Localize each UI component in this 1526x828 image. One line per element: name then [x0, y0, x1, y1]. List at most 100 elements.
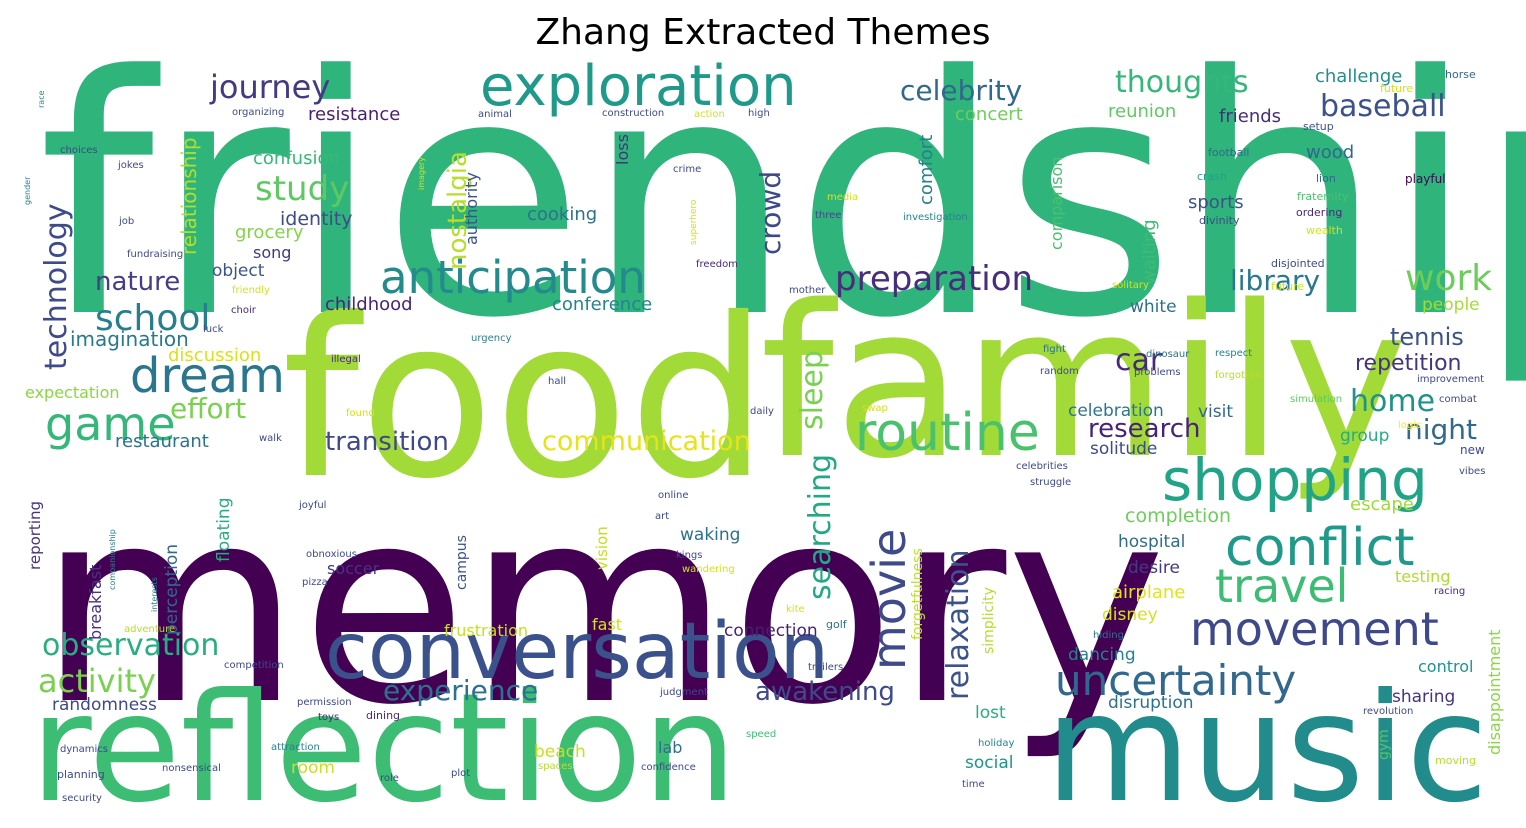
word-divinity: divinity [1199, 214, 1240, 227]
word-desire: desire [1128, 558, 1180, 578]
word-music: music [1045, 662, 1488, 828]
word-simplicity: simplicity [981, 587, 997, 654]
word-home: home [1350, 384, 1435, 419]
word-wandering: wandering [682, 564, 735, 575]
page-title: Zhang Extracted Themes [535, 12, 991, 53]
word-luck: luck [203, 324, 224, 335]
word-hall: hall [548, 376, 566, 387]
word-action: action [694, 109, 725, 120]
word-resistance: resistance [308, 104, 400, 125]
word-moving: moving [1435, 754, 1476, 767]
word-airplane: airplane [1112, 582, 1185, 603]
word-beach: beach [534, 742, 586, 762]
word-car: car [1115, 343, 1163, 378]
word-speed: speed [746, 729, 776, 740]
word-imagery: imagery [417, 157, 426, 190]
word-dancing: dancing [1068, 645, 1136, 665]
word-randomness: randomness [52, 695, 157, 715]
word-school: school [95, 298, 210, 339]
word-preparation: preparation [835, 259, 1033, 299]
word-joyful: joyful [298, 500, 326, 511]
word-future: future [1380, 82, 1413, 95]
word-conference: conference [552, 294, 652, 315]
word-lost: lost [975, 703, 1006, 723]
word-problems: problems [1134, 367, 1181, 378]
word-dynamics: dynamics [60, 744, 108, 755]
word-relationship: relationship [177, 137, 201, 255]
word-trailers: trailers [808, 662, 843, 673]
word-authority: authority [462, 172, 481, 245]
word-logic: logic [1398, 420, 1422, 431]
word-art: art [655, 511, 669, 522]
word-concert: concert [955, 104, 1023, 125]
word-white: white [1130, 297, 1177, 317]
word-playful: playful [1405, 172, 1446, 186]
word-crime: crime [673, 164, 701, 175]
word-solitude: solitude [1090, 439, 1157, 459]
word-pizza: pizza [302, 577, 328, 588]
word-disruption: disruption [1108, 693, 1194, 713]
word-night: night [1405, 413, 1477, 446]
word-crash: crash [1197, 170, 1227, 183]
word-comfort: comfort [916, 135, 937, 205]
word-job: job [118, 216, 134, 227]
word-three: three [815, 210, 841, 221]
word-object: object [212, 261, 265, 281]
word-improvement: improvement [1417, 374, 1484, 385]
word-urgency: urgency [471, 333, 512, 344]
word-sharing: sharing [1392, 687, 1455, 707]
word-memory: memory [38, 449, 1166, 764]
word-forgetfulness: forgetfulness [910, 548, 926, 640]
word-construction: construction [602, 108, 664, 119]
word-random: random [1040, 366, 1079, 377]
word-observation: observation [42, 628, 219, 663]
word-anticipation: anticipation [380, 251, 646, 304]
word-solitary: solitary [1112, 280, 1149, 291]
word-combat: combat [1439, 394, 1477, 405]
word-competition: competition [224, 660, 284, 671]
word-online: online [658, 490, 689, 501]
word-jokes: jokes [117, 160, 144, 171]
word-gym: gym [1376, 729, 1392, 760]
word-dining: dining [366, 709, 400, 722]
word-reporting: reporting [26, 501, 44, 570]
word-cooking: cooking [527, 204, 597, 225]
word-nonsensical: nonsensical [162, 763, 221, 774]
word-vision: vision [593, 526, 611, 570]
word-movement: movement [1190, 602, 1439, 656]
word-room: room [291, 758, 335, 778]
word-vibes: vibes [1459, 466, 1485, 477]
word-choir: choir [231, 305, 257, 316]
word-travel: travel [1215, 559, 1348, 613]
word-media: media [827, 192, 858, 203]
word-judgment: judgment [659, 687, 708, 698]
word-kings: kings [676, 550, 702, 561]
word-activity: activity [38, 662, 156, 700]
word-permission: permission [297, 697, 352, 708]
word-library: library [1230, 264, 1320, 297]
word-game: game [45, 397, 176, 451]
word-confusion: confusion [253, 148, 340, 169]
word-freedom: freedom [696, 259, 738, 270]
word-celebrity: celebrity [900, 74, 1022, 107]
word-work: work [1405, 258, 1492, 299]
word-repetition: repetition [1355, 351, 1461, 376]
word-effort: effort [170, 392, 246, 425]
word-connection: connection [724, 621, 818, 641]
word-searching: searching [803, 454, 838, 600]
word-baseball: baseball [1320, 89, 1446, 124]
word-imagination: imagination [70, 327, 189, 351]
word-role: role [380, 773, 399, 784]
word-floating: floating [214, 498, 234, 562]
word-fraternity: fraternity [1297, 190, 1349, 203]
word-football: football [1208, 146, 1249, 159]
word-wealth: wealth [1306, 224, 1343, 237]
word-uncertainty: uncertainty [1055, 656, 1296, 705]
word-time: time [962, 779, 985, 790]
word-swap: swap [862, 403, 888, 414]
word-golf: golf [826, 618, 848, 631]
word-social: social [965, 753, 1013, 773]
word-discussion: discussion [168, 345, 261, 366]
word-thoughts: thoughts [1115, 65, 1249, 100]
word-hospital: hospital [1118, 532, 1185, 552]
